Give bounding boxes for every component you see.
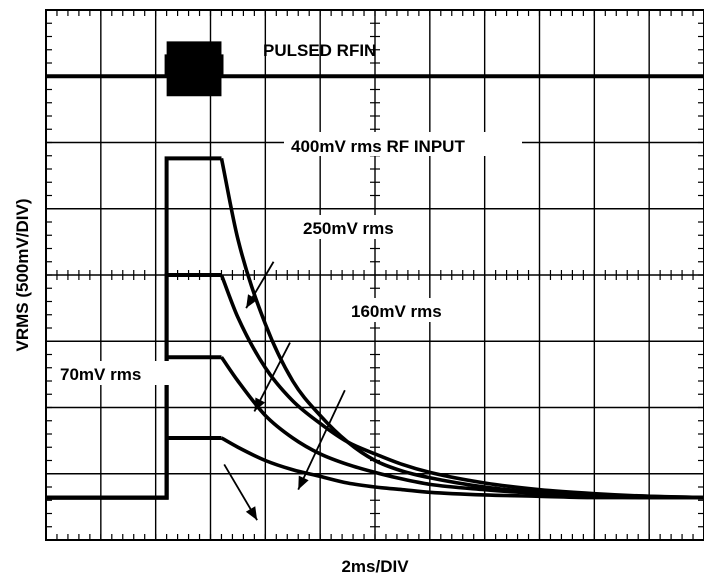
traces <box>46 41 704 500</box>
annotation-250mv: 250mV rms <box>303 219 394 238</box>
x-axis-label: 2ms/DIV <box>341 557 409 576</box>
annotation-pulsed-rfin: PULSED RFIN <box>263 41 376 60</box>
annotation-400mv: 400mV rms RF INPUT <box>291 137 465 156</box>
annotation-160mv: 160mV rms <box>351 302 442 321</box>
annotation-arrowhead <box>298 475 309 490</box>
annotation-arrows <box>223 261 346 521</box>
annotation-arrowhead <box>245 506 258 521</box>
annotation-arrow <box>253 342 291 412</box>
annotation-bg-400 <box>284 132 522 156</box>
annotation-bg-250 <box>300 215 420 239</box>
annotation-arrowhead <box>246 294 258 309</box>
annotation-arrowhead <box>254 397 266 412</box>
plot-frame <box>45 9 704 541</box>
annotation-bg-70 <box>57 361 169 385</box>
annotation-arrow <box>297 389 346 491</box>
trace-70mv-rms-plateau <box>46 436 222 500</box>
annotation-70mv: 70mV rms <box>60 365 141 384</box>
y-axis-label: VRMS (500mV/DIV) <box>13 198 32 351</box>
annotation-bg-160 <box>348 298 472 322</box>
trace-250mv-rms-decay <box>219 274 704 500</box>
trace-70mv-rms-decay <box>220 436 704 500</box>
pulsed-rf-burst <box>166 41 222 97</box>
